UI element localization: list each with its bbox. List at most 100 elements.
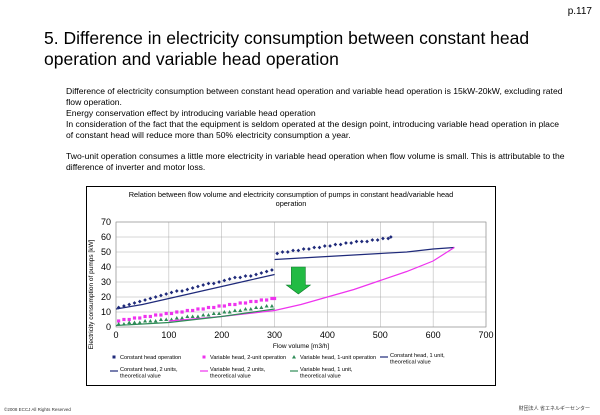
- data-point: [212, 305, 216, 310]
- data-point: [233, 302, 237, 307]
- data-point: [196, 284, 200, 289]
- body-line-2: Energy conservation effect by introducin…: [66, 108, 316, 118]
- data-point: [143, 298, 147, 302]
- data-point: [338, 242, 343, 247]
- data-point: [322, 244, 327, 248]
- data-point: [132, 301, 137, 305]
- body-line-4: Two-unit operation consumes a little mor…: [66, 151, 565, 172]
- data-point: [185, 287, 190, 292]
- data-point: [370, 238, 375, 242]
- data-point: [195, 314, 200, 318]
- data-point: [238, 301, 242, 305]
- data-point: [249, 299, 253, 304]
- data-point: [217, 280, 221, 284]
- data-point: [164, 292, 169, 296]
- data-point: [264, 269, 269, 274]
- data-point: [143, 314, 147, 319]
- legend-label: Variable head, 2 units, theoretical value: [210, 367, 266, 379]
- legend-label: Constant head, 1 unit, theoretical value: [390, 353, 445, 365]
- data-point: [191, 308, 195, 313]
- data-point: [201, 307, 205, 311]
- data-point: [248, 307, 253, 311]
- data-point: [275, 251, 280, 256]
- data-point: [206, 281, 211, 286]
- data-point: [238, 275, 243, 280]
- data-point: [365, 239, 369, 244]
- data-point: [148, 314, 152, 319]
- data-point: [228, 302, 232, 307]
- data-point: [148, 296, 153, 301]
- data-point: [217, 304, 221, 308]
- data-point: [117, 319, 121, 323]
- data-point: [190, 286, 195, 290]
- data-point: [344, 241, 348, 245]
- data-point: [270, 296, 274, 301]
- data-point: [174, 289, 179, 293]
- data-point: [201, 283, 206, 287]
- y-tick-label: 50: [101, 247, 111, 257]
- y-tick-label: 0: [106, 322, 111, 332]
- data-point: [116, 322, 121, 326]
- data-point: [291, 248, 295, 253]
- data-point: [328, 244, 332, 248]
- x-tick-label: 0: [113, 330, 118, 340]
- data-point: [312, 245, 317, 250]
- data-point: [206, 305, 211, 310]
- data-point: [333, 242, 338, 247]
- data-point: [265, 298, 269, 302]
- data-point: [248, 274, 253, 278]
- data-point: [132, 316, 137, 320]
- legend-swatch: [202, 355, 206, 359]
- data-point: [153, 319, 158, 323]
- data-point: [201, 313, 206, 317]
- data-point: [272, 296, 277, 301]
- data-point: [243, 274, 248, 278]
- legend-swatch: [112, 355, 116, 359]
- legend-label: Variable head, 1 unit, theoretical value: [300, 367, 353, 379]
- series-line: [115, 273, 275, 310]
- data-point: [349, 241, 354, 245]
- legend-swatch: [292, 355, 296, 359]
- data-point: [185, 314, 190, 318]
- data-point: [301, 247, 306, 251]
- data-point: [169, 290, 174, 295]
- series-line: [168, 246, 455, 322]
- body-line-3: In consideration of the fact that the eq…: [66, 119, 560, 140]
- data-point: [254, 305, 259, 309]
- data-point: [269, 304, 274, 308]
- data-point: [386, 236, 391, 241]
- data-point: [389, 235, 393, 239]
- data-point: [232, 308, 237, 312]
- legend-label: Variable head, 2-unit operation: [210, 355, 286, 361]
- footer-copyright: ©2008 ECCJ All Rights Reserved: [4, 407, 71, 412]
- data-point: [180, 289, 184, 293]
- data-point: [211, 281, 216, 286]
- y-tick-label: 30: [101, 277, 111, 287]
- data-point: [233, 275, 237, 280]
- data-point: [238, 308, 243, 312]
- data-point: [264, 304, 269, 308]
- data-point: [359, 239, 364, 244]
- data-point: [196, 307, 200, 311]
- data-point: [296, 248, 301, 253]
- data-point: [307, 247, 311, 251]
- data-point: [159, 293, 163, 298]
- legend-label: Constant head, 2 units, theoretical value: [120, 367, 178, 379]
- x-tick-label: 300: [267, 330, 282, 340]
- data-point: [175, 310, 179, 314]
- y-tick-label: 10: [101, 307, 111, 317]
- data-point: [185, 308, 189, 313]
- data-point: [227, 277, 232, 281]
- data-point: [164, 317, 169, 321]
- data-point: [190, 314, 195, 318]
- data-point: [154, 313, 158, 317]
- x-tick-label: 400: [320, 330, 335, 340]
- y-tick-label: 20: [101, 292, 111, 302]
- data-point: [127, 320, 132, 324]
- data-point: [153, 295, 158, 299]
- data-point: [227, 310, 232, 314]
- x-tick-label: 700: [478, 330, 493, 340]
- data-point: [122, 317, 126, 322]
- data-point: [254, 299, 258, 304]
- y-tick-label: 70: [101, 217, 111, 227]
